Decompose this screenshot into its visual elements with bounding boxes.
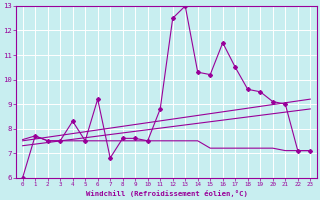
X-axis label: Windchill (Refroidissement éolien,°C): Windchill (Refroidissement éolien,°C)	[85, 190, 247, 197]
